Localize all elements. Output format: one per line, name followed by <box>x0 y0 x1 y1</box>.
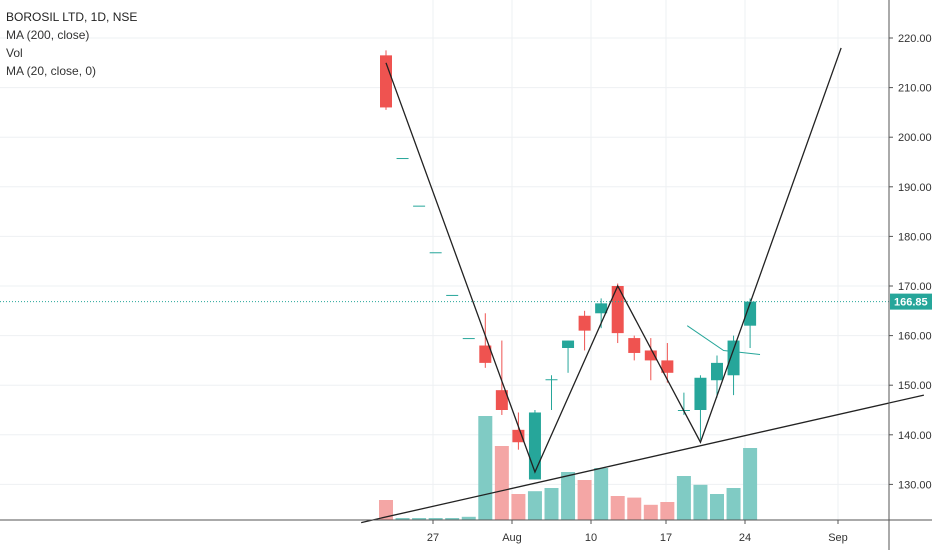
x-tick-label: Aug <box>502 532 522 544</box>
volume-bar <box>544 488 559 520</box>
y-tick-label: 160.00 <box>898 331 932 343</box>
volume-bar <box>577 480 592 520</box>
volume-bar <box>494 446 509 520</box>
ma20-line <box>686 325 761 355</box>
volume-bar <box>379 500 393 520</box>
candle-body <box>545 379 558 381</box>
candle-body <box>446 294 459 296</box>
symbol-title[interactable]: BOROSIL LTD, 1D, NSE <box>6 10 138 24</box>
x-tick-label: 10 <box>585 532 597 544</box>
volume-bar <box>693 484 708 520</box>
volume-bar <box>643 504 658 520</box>
y-tick-label: 150.00 <box>898 380 932 392</box>
candle-body <box>711 362 723 381</box>
volume-bar <box>710 494 724 520</box>
candle-body <box>512 429 525 443</box>
ma20-indicator-label[interactable]: MA (20, close, 0) <box>6 64 97 78</box>
volume-bar <box>428 518 443 520</box>
y-tick-label: 200.00 <box>898 132 932 144</box>
volume-bar <box>627 497 642 520</box>
y-tick-label: 180.00 <box>898 231 932 243</box>
y-tick-label: 220.00 <box>898 33 932 45</box>
volume-bar <box>478 416 493 520</box>
y-axis-ticks: 130.00 140.00 150.00 160.00 170.00 180.00 190.… <box>889 33 932 491</box>
x-tick-label: Sep <box>828 532 848 544</box>
chart-legend: BOROSIL LTD, 1D, NSE MA (200, close) Vol… <box>6 8 137 80</box>
volume-bar <box>660 502 675 520</box>
candle-body <box>595 303 608 314</box>
volume-bar <box>726 488 741 520</box>
candle-body <box>744 301 757 326</box>
candle-body <box>562 340 575 348</box>
y-tick-label: 190.00 <box>898 182 932 194</box>
candle-body <box>661 360 674 373</box>
y-tick-label: 140.00 <box>898 430 932 442</box>
volume-bar <box>412 518 427 520</box>
ma200-indicator-label[interactable]: MA (200, close) <box>6 28 90 42</box>
volume-bar <box>610 496 625 520</box>
y-tick-label: 170.00 <box>898 281 932 293</box>
candle-body <box>611 286 624 334</box>
candle-body <box>578 315 591 331</box>
x-axis-ticks: 27 Aug 10 17 24 Sep <box>427 520 848 544</box>
volume-bar <box>395 518 410 520</box>
volume-bar <box>561 472 576 520</box>
candle-body <box>495 390 508 410</box>
candle-body <box>628 338 641 353</box>
candle-body <box>380 55 392 108</box>
candle-body <box>462 338 475 340</box>
candle-body <box>429 252 442 254</box>
x-tick-label: 24 <box>739 532 751 544</box>
x-tick-label: 17 <box>660 532 672 544</box>
candles <box>380 50 757 480</box>
trend-line <box>361 394 925 524</box>
candle-body <box>396 158 409 160</box>
candle-body <box>644 350 657 361</box>
trend-line <box>385 47 842 474</box>
candle-body <box>413 205 426 207</box>
volume-bar <box>511 494 526 520</box>
volume-bar <box>594 468 609 520</box>
candle-body <box>694 377 707 410</box>
y-tick-label: 130.00 <box>898 479 932 491</box>
y-tick-label: 210.00 <box>898 83 932 95</box>
candle-body <box>727 340 740 376</box>
candle-body <box>479 345 492 363</box>
last-price-label: 166.85 <box>894 297 928 309</box>
volume-bar <box>461 516 476 520</box>
candle-body <box>528 412 541 480</box>
volume-bar <box>527 491 542 520</box>
volume-bar <box>676 476 691 520</box>
volume-bar <box>445 518 460 520</box>
trend-lines <box>361 47 925 524</box>
grid-lines <box>0 0 889 520</box>
volume-indicator-label[interactable]: Vol <box>6 46 23 60</box>
volume-bars <box>379 416 758 520</box>
last-price-badge <box>890 293 932 310</box>
x-tick-label: 27 <box>427 532 439 544</box>
volume-bar <box>743 448 758 520</box>
